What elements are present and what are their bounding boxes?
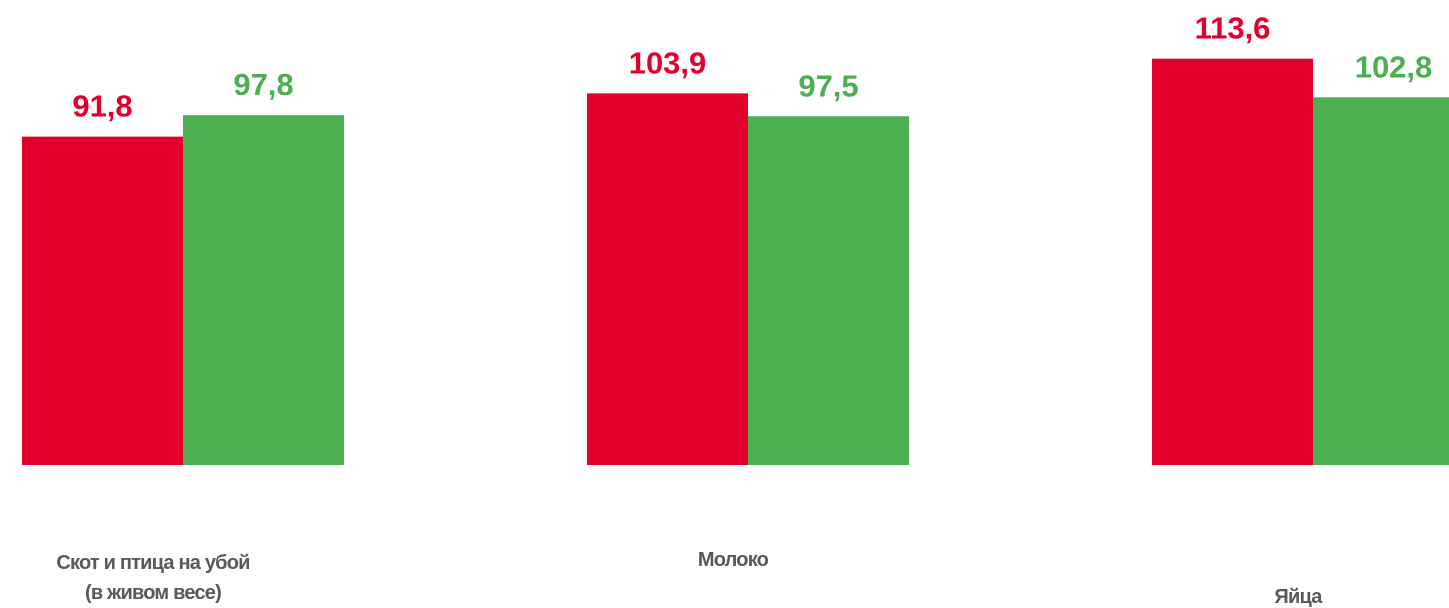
category-label: Скот и птица на убой [56, 552, 249, 574]
value-label: 91,8 [72, 89, 132, 124]
bar [1152, 58, 1313, 466]
bar [183, 115, 344, 465]
category-label: Яйца [1274, 586, 1323, 608]
value-label: 113,6 [1195, 11, 1271, 46]
value-label: 97,5 [798, 68, 858, 103]
bar [748, 116, 909, 465]
category-label: (в живом весе) [85, 582, 221, 604]
value-label: 97,8 [233, 67, 293, 102]
value-label: 103,9 [629, 45, 707, 80]
bar [587, 93, 748, 465]
bar [22, 136, 183, 465]
category-label: Молоко [698, 549, 769, 571]
bar [1313, 97, 1449, 466]
value-label: 102,8 [1355, 49, 1433, 84]
